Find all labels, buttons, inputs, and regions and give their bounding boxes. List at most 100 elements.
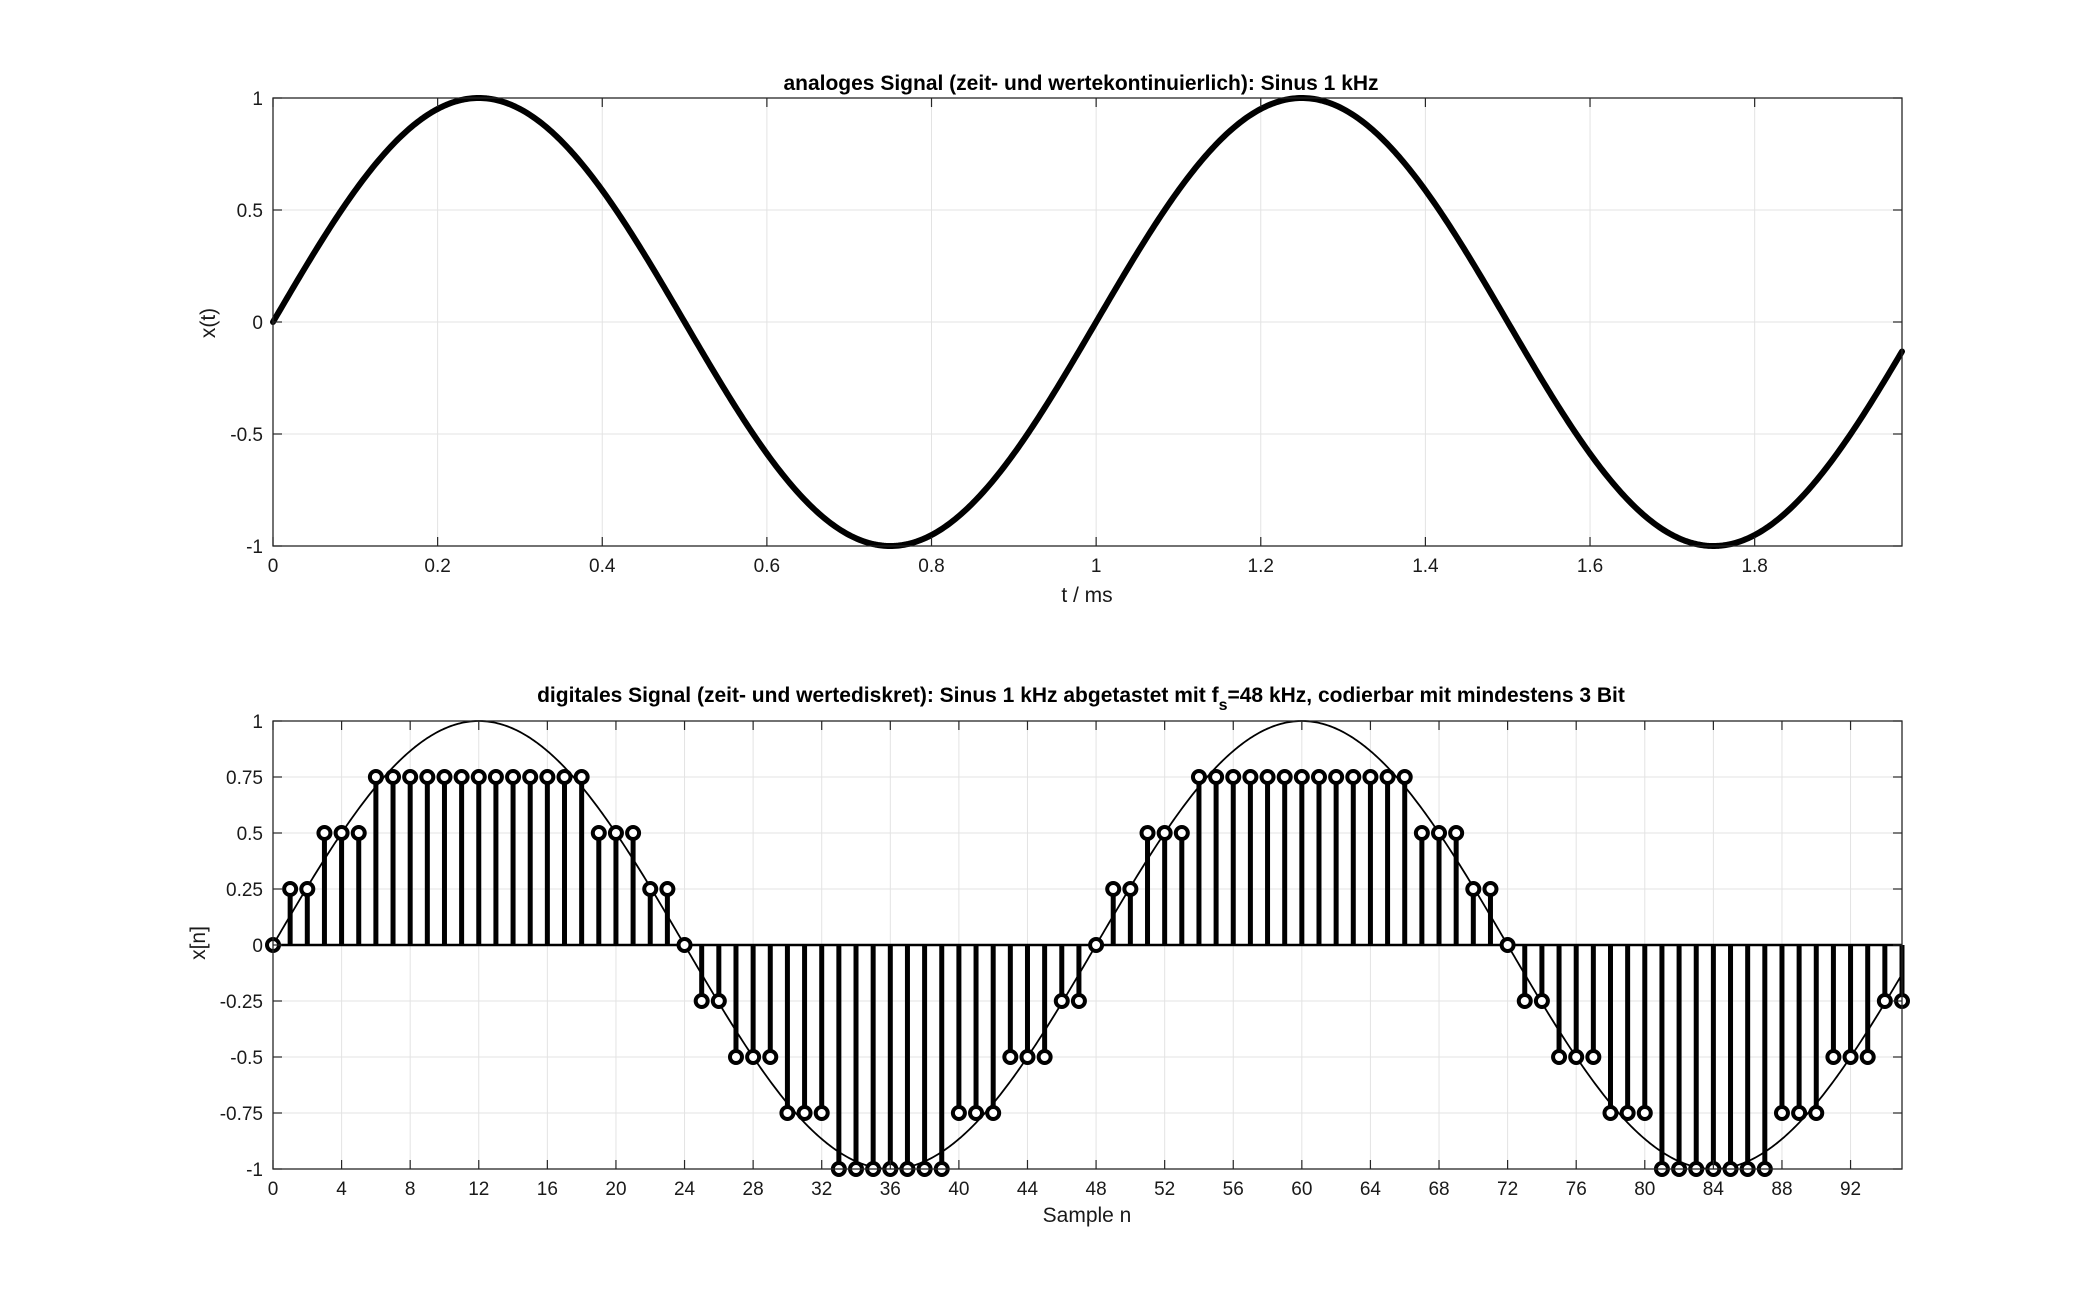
stem-marker [607, 825, 624, 841]
stem-marker [1636, 1105, 1653, 1121]
digital-x-tick-label: 68 [1428, 1179, 1449, 1200]
stem-marker [1499, 937, 1516, 953]
stem-marker [796, 1105, 813, 1121]
stem-marker [1482, 881, 1499, 897]
stem-marker [1619, 1105, 1636, 1121]
stem-marker [1310, 769, 1327, 785]
analog-x-tick-label: 1.8 [1741, 556, 1767, 577]
digital-y-tick-label: 0.75 [226, 768, 263, 789]
digital-data [265, 720, 1910, 1177]
stem-marker [1156, 825, 1173, 841]
stem-marker [385, 769, 402, 785]
stem-marker [1551, 1049, 1568, 1065]
digital-y-tick-label: 0.5 [237, 824, 263, 845]
digital-y-tick-label: -0.75 [220, 1104, 263, 1125]
digital-x-tick-label: 20 [605, 1179, 626, 1200]
analog-tick-labels: 0 0.2 0.4 0.6 0.8 1 1.2 1.4 1.6 1.8 1 0.5 0 -0.5 -1 [230, 89, 1768, 577]
stem-marker [1139, 825, 1156, 841]
stem-marker [625, 825, 642, 841]
analog-plot: analoges Signal (zeit- und wertekontinui… [197, 72, 1905, 607]
stem-marker [1791, 1105, 1808, 1121]
digital-title-subscript: s [1219, 697, 1228, 714]
digital-x-tick-label: 52 [1154, 1179, 1175, 1200]
stem-marker [659, 881, 676, 897]
stem-marker [1465, 881, 1482, 897]
analog-x-tick-label: 0.8 [918, 556, 944, 577]
digital-x-tick-label: 16 [537, 1179, 558, 1200]
digital-y-tick-label: 0.25 [226, 880, 263, 901]
analog-axes [272, 97, 1903, 547]
stem-marker [556, 769, 573, 785]
stem-marker [436, 769, 453, 785]
digital-x-tick-label: 44 [1017, 1179, 1039, 1200]
stem-marker [1602, 1105, 1619, 1121]
digital-x-tick-label: 4 [336, 1179, 347, 1200]
analog-y-tick-label: -0.5 [230, 425, 263, 446]
stem-marker [1362, 769, 1379, 785]
stem-marker [676, 937, 693, 953]
stem-marker [727, 1049, 744, 1065]
analog-x-tick-label: 1 [1091, 556, 1102, 577]
stem-marker [1122, 881, 1139, 897]
stem-marker [282, 881, 299, 897]
stem-marker [762, 1049, 779, 1065]
stem-marker [985, 1105, 1002, 1121]
stem-marker [316, 825, 333, 841]
stem-marker [1568, 1049, 1585, 1065]
stem-marker [968, 1105, 985, 1121]
stem-marker [1448, 825, 1465, 841]
stem-marker [1379, 769, 1396, 785]
analog-x-tick-label: 0.2 [424, 556, 450, 577]
analog-plot-title: analoges Signal (zeit- und wertekontinui… [783, 72, 1378, 95]
stem-marker [1053, 993, 1070, 1009]
stem-marker [1842, 1049, 1859, 1065]
stem-marker [710, 993, 727, 1009]
stem-marker [1088, 937, 1105, 953]
analog-y-tick-label: 0 [252, 313, 263, 334]
digital-reference-sine [272, 720, 1903, 1170]
stem-marker [573, 769, 590, 785]
stem-marker [1259, 769, 1276, 785]
stem-marker [367, 769, 384, 785]
digital-x-tick-label: 92 [1840, 1179, 1861, 1200]
digital-y-tick-label: 0 [252, 936, 263, 957]
stem-marker [1825, 1049, 1842, 1065]
digital-axes [272, 720, 1903, 1170]
analog-x-tick-label: 0.6 [754, 556, 780, 577]
stem-marker [590, 825, 607, 841]
stem-marker [1293, 769, 1310, 785]
stem-marker [333, 825, 350, 841]
stem-marker [1876, 993, 1893, 1009]
digital-x-tick-label: 12 [468, 1179, 489, 1200]
stem-marker [1808, 1105, 1825, 1121]
digital-x-tick-label: 48 [1086, 1179, 1107, 1200]
stem-marker [1036, 1049, 1053, 1065]
stem-marker [402, 769, 419, 785]
stem-marker [470, 769, 487, 785]
digital-x-axis-label: Sample n [1043, 1204, 1132, 1227]
analog-x-tick-label: 1.6 [1577, 556, 1603, 577]
stem-marker [1859, 1049, 1876, 1065]
stem-marker [419, 769, 436, 785]
digital-x-tick-label: 32 [811, 1179, 832, 1200]
analog-x-tick-label: 0.4 [589, 556, 616, 577]
digital-x-tick-label: 72 [1497, 1179, 1518, 1200]
digital-x-tick-label: 84 [1703, 1179, 1725, 1200]
digital-tick-labels: 0 4 8 12 16 20 24 28 32 36 40 44 48 52 56 60 64 68 72 76 80 8… [220, 712, 1861, 1200]
digital-y-tick-label: -0.25 [220, 992, 263, 1013]
stem-marker [1396, 769, 1413, 785]
stem-marker [693, 993, 710, 1009]
stem-marker [1533, 993, 1550, 1009]
digital-y-tick-label: -0.5 [230, 1048, 263, 1069]
digital-y-tick-label: 1 [252, 712, 263, 733]
stem-marker [522, 769, 539, 785]
stem-marker [505, 769, 522, 785]
stem-marker [1413, 825, 1430, 841]
stem-marker [1105, 881, 1122, 897]
stem-marker [950, 1105, 967, 1121]
digital-y-tick-label: -1 [246, 1160, 263, 1181]
stem-marker [299, 881, 316, 897]
stem-marker [1773, 1105, 1790, 1121]
